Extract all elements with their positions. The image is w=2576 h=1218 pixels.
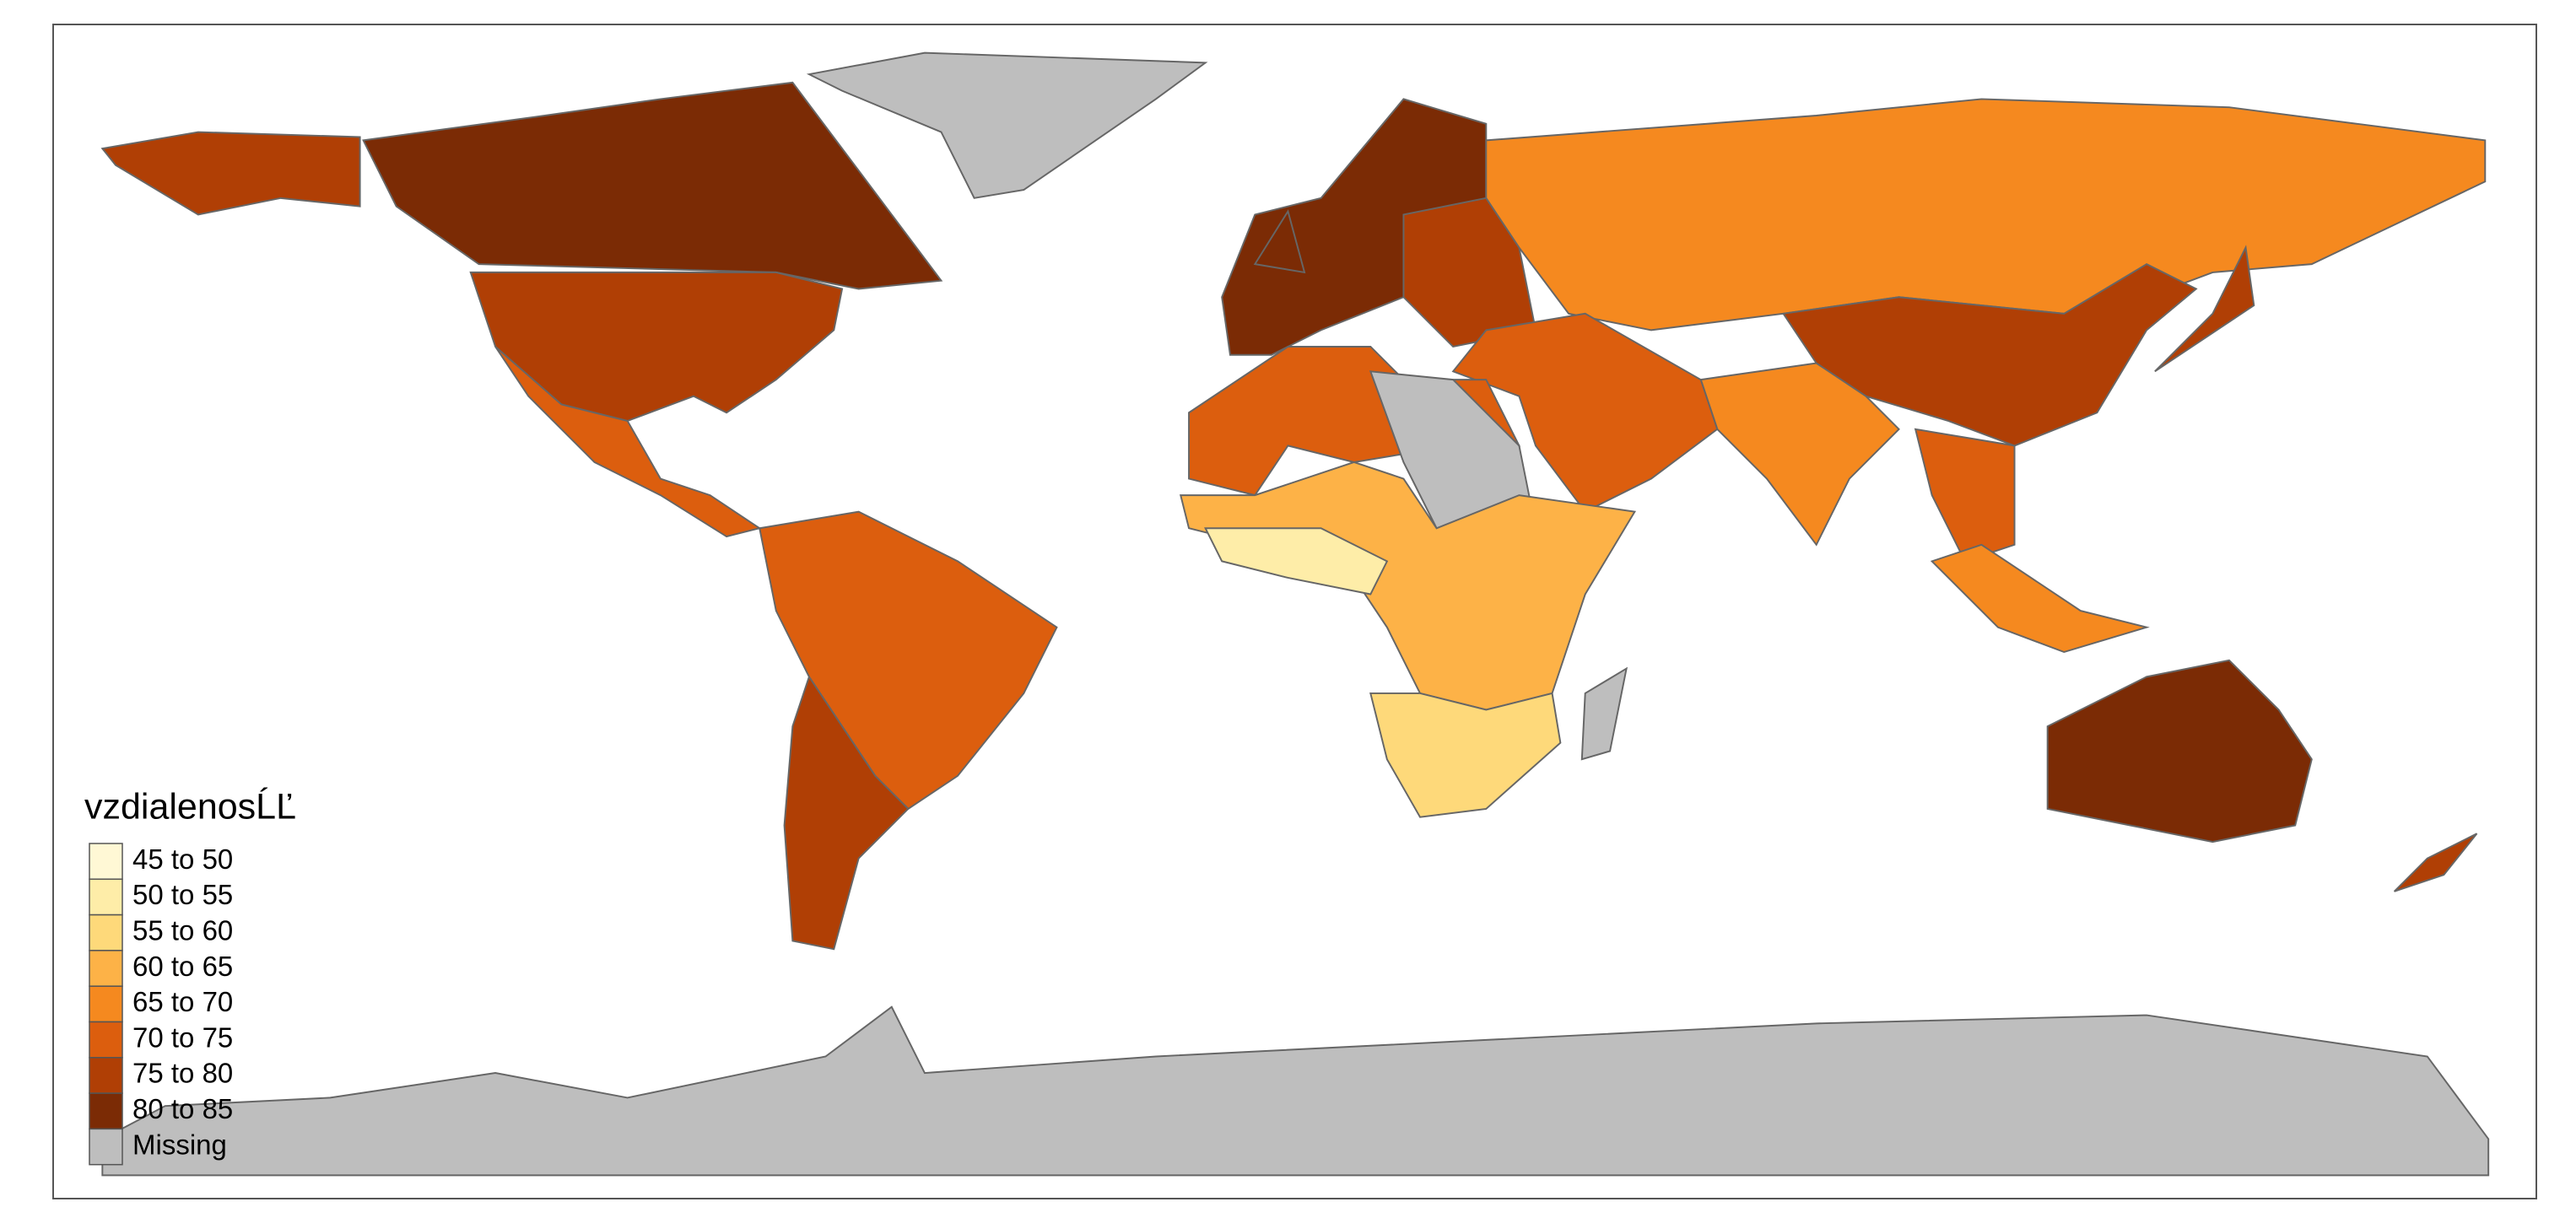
legend-swatch	[89, 843, 123, 881]
region	[1204, 527, 1389, 596]
legend-swatch	[89, 1128, 123, 1166]
legend-label: 70 to 75	[132, 1021, 233, 1053]
region	[100, 131, 361, 216]
legend-swatch	[89, 1092, 123, 1130]
legend-label: 60 to 65	[132, 951, 233, 982]
map-regions	[100, 51, 2490, 1177]
region	[1253, 209, 1306, 274]
legend-swatch	[89, 985, 123, 1023]
region	[362, 81, 943, 290]
region	[2154, 245, 2255, 373]
legend-label: 80 to 85	[132, 1093, 233, 1124]
legend-swatch	[89, 950, 123, 987]
legend-label: 75 to 80	[132, 1058, 233, 1089]
legend-label: 65 to 70	[132, 986, 233, 1017]
legend: vzdialenosĹĽ 45 to 50 50 to 55 55 to 60 60 …	[84, 786, 296, 1166]
region	[1930, 543, 2150, 654]
legend-label: Missing	[132, 1129, 227, 1160]
region	[1369, 692, 1562, 818]
region	[2393, 833, 2478, 892]
legend-swatch	[89, 878, 123, 916]
region	[101, 1005, 2490, 1177]
legend-swatch	[89, 1057, 123, 1094]
region	[759, 510, 1058, 811]
legend-swatch	[89, 1021, 123, 1059]
legend-label: 55 to 60	[132, 914, 233, 946]
legend-swatch	[89, 914, 123, 951]
legend-label: 45 to 50	[132, 843, 233, 875]
region	[2046, 659, 2313, 843]
legend-label: 50 to 55	[132, 879, 233, 910]
region	[1699, 362, 1900, 547]
region	[1580, 666, 1628, 761]
region	[783, 675, 910, 951]
legend-title: vzdialenosĹĽ	[84, 786, 296, 827]
region	[806, 51, 1208, 199]
